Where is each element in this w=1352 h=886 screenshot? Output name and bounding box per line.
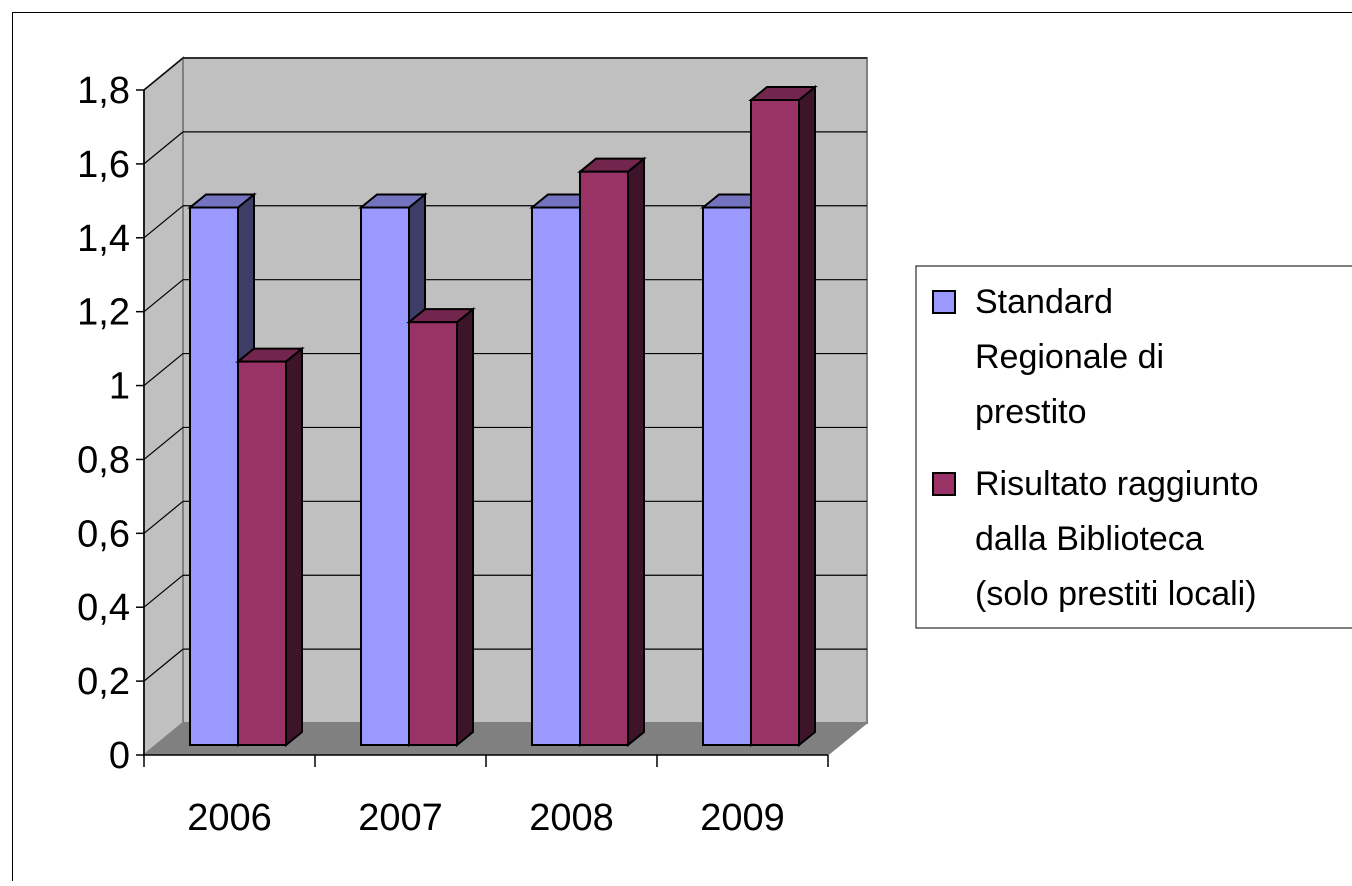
y-tick-label: 0 [109,735,130,777]
legend-label-risultato-line-2: dalla Biblioteca [975,520,1204,558]
bar-front-face [361,208,409,746]
bar-front-face [532,208,580,746]
bar-front-face [751,100,799,745]
bar-front-face [190,208,238,746]
y-tick-label: 1,4 [77,218,130,260]
bar-front-face [409,322,457,745]
bar-risultato-2006 [238,349,302,745]
y-tick-label: 0,4 [77,587,130,629]
y-tick-label: 1,2 [77,292,130,334]
y-tick-label: 1,6 [77,144,130,186]
legend-label-standard-line-3: prestito [975,393,1087,431]
y-tick-label: 1 [109,366,130,408]
side-wall [144,58,183,755]
x-tick-label: 2007 [358,797,443,839]
bar-front-face [703,208,751,746]
y-tick-label: 0,6 [77,513,130,555]
bar-risultato-2008 [580,159,644,745]
legend-label-standard-line-2: Regionale di [975,338,1164,376]
y-tick-label: 1,8 [77,70,130,112]
x-tick-label: 2008 [529,797,614,839]
y-tick-label: 0,8 [77,439,130,481]
x-tick-label: 2006 [187,797,272,839]
y-tick-label: 0,2 [77,661,130,703]
bar-side-face [799,87,815,745]
bar-side-face [457,309,473,745]
bar-risultato-2009 [751,87,815,745]
x-tick-label: 2009 [700,797,785,839]
legend: Standard Regionale di prestito Risultato… [916,266,1352,628]
legend-label-standard-line-1: Standard [975,283,1113,321]
bar-side-face [286,349,302,745]
legend-label-risultato-line-1: Risultato raggiunto [975,465,1259,503]
legend-swatch-risultato [933,473,955,495]
bar-risultato-2007 [409,309,473,745]
bar-front-face [238,362,286,745]
bar-front-face [580,172,628,745]
legend-label-risultato-line-3: (solo prestiti locali) [975,575,1257,613]
bar-side-face [628,159,644,745]
legend-swatch-standard [933,291,955,313]
